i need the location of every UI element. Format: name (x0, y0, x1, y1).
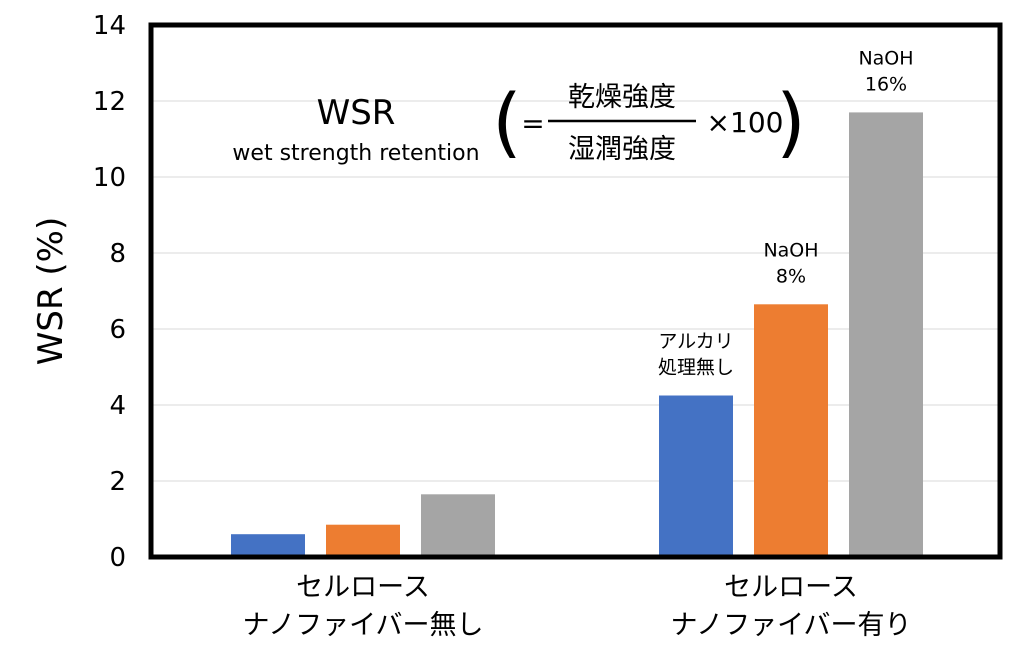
y-axis-label: WSR (%) (31, 217, 71, 365)
y-tick-label: 12 (93, 87, 126, 117)
bar (754, 304, 828, 557)
bar-annotation: アルカリ (658, 331, 733, 353)
bars (231, 112, 923, 558)
bar (659, 395, 733, 557)
formula-denominator: 湿潤強度 (568, 134, 676, 165)
x-category-label: ナノファイバー無し (242, 610, 483, 641)
y-tick-label: 14 (93, 11, 126, 41)
bar-annotation: NaOH (858, 47, 913, 69)
formula-subtitle: wet strength retention (232, 141, 479, 166)
bar (849, 112, 923, 558)
bar-annotation: 16% (865, 73, 907, 95)
wsr-formula: WSR wet strength retention ( = 乾燥強度 湿潤強度… (232, 77, 805, 166)
x-category-label: ナノファイバー有り (670, 610, 911, 641)
formula-equals: = (521, 107, 544, 140)
formula-close-paren: ) (776, 77, 806, 166)
x-category-label: セルロース (296, 572, 430, 603)
bar-annotation: 8% (776, 265, 806, 287)
y-tick-labels: 0 2 4 6 8 10 12 14 (93, 11, 126, 573)
y-tick-label: 10 (93, 163, 126, 193)
bar-annotation: 処理無し (658, 357, 734, 379)
formula-numerator: 乾燥強度 (568, 82, 676, 113)
bar-annotation: NaOH (763, 239, 818, 261)
y-tick-label: 4 (109, 391, 126, 421)
bar (421, 494, 495, 557)
y-tick-label: 2 (109, 467, 126, 497)
y-tick-label: 0 (109, 543, 126, 573)
formula-open-paren: ( (492, 77, 522, 166)
bar (326, 524, 400, 557)
formula-title: WSR (317, 93, 396, 133)
y-tick-label: 8 (109, 239, 126, 269)
bar (231, 534, 305, 557)
plot-frame (148, 22, 1003, 560)
x-category-label: セルロース (724, 572, 858, 603)
formula-multiplier: ×100 (707, 106, 784, 139)
y-tick-label: 6 (109, 315, 126, 345)
